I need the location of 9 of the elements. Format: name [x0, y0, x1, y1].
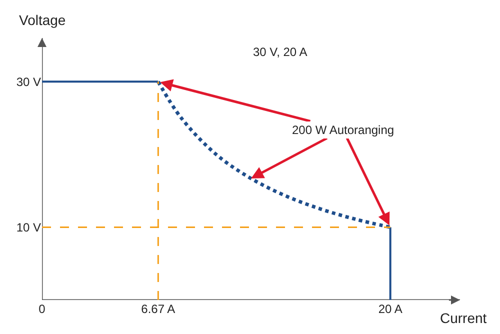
- annotation: 200 W Autoranging: [292, 123, 394, 137]
- x-tick-label: 0: [38, 302, 46, 316]
- x-axis-title: Current: [440, 310, 487, 326]
- y-axis-title: Voltage: [19, 12, 66, 28]
- y-tick-label: 30 V: [16, 74, 41, 89]
- x-tick-label: 20 A: [378, 302, 402, 316]
- x-tick-label: 6.67 A: [141, 302, 176, 316]
- y-tick-label: 10 V: [16, 220, 41, 234]
- annotation: 30 V, 20 A: [253, 45, 308, 59]
